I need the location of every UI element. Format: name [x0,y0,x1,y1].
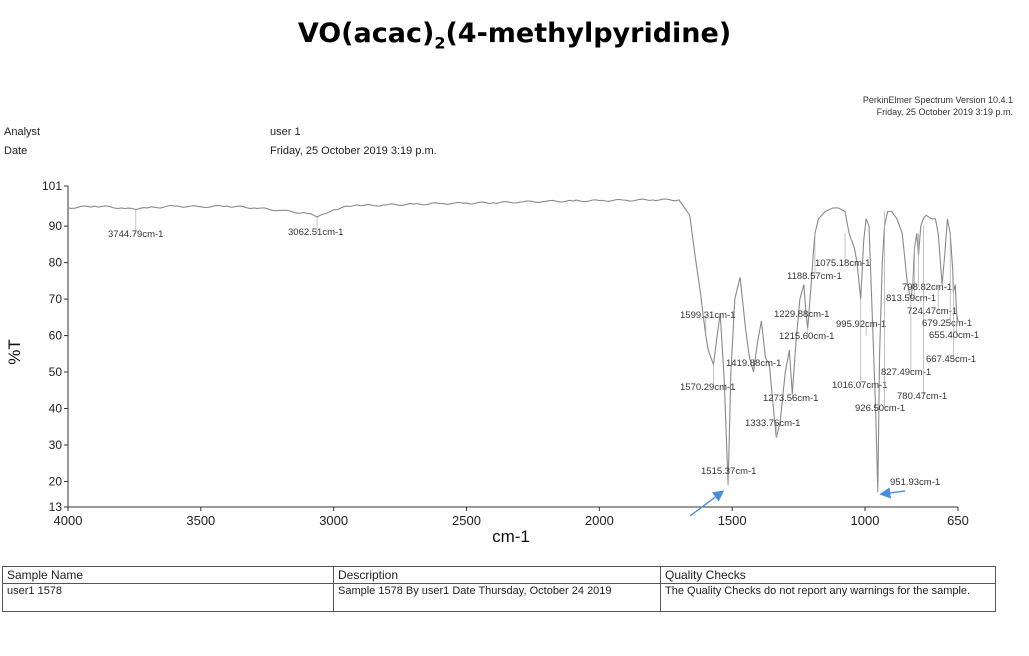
peak-label: 798.82cm-1 [902,282,952,293]
peak-label: 813.59cm-1 [886,293,936,304]
y-tick-label: 80 [49,256,63,270]
x-tick-label: 1000 [851,513,880,528]
sample-table: Sample Name Description Quality Checks u… [2,566,996,612]
y-tick-label: 50 [49,365,63,379]
header-sample-name: Sample Name [2,566,334,584]
y-tick-label: 70 [49,292,63,306]
y-tick-label: 30 [49,438,63,452]
y-tick-label: 101 [42,179,62,193]
peak-label: 1229.88cm-1 [774,309,829,320]
y-tick-label: 90 [49,219,63,233]
peak-label: 3062.51cm-1 [288,227,343,238]
peak-label: 1333.76cm-1 [745,418,800,429]
y-axis-label: %T [5,339,24,365]
header-description: Description [333,566,661,584]
x-tick-label: 3500 [186,513,215,528]
peak-label: 724.47cm-1 [907,306,957,317]
peak-label: 1419.88cm-1 [726,358,781,369]
x-tick-label: 650 [947,513,969,528]
y-tick-label: 60 [49,329,63,343]
arrow-951 [879,487,906,499]
x-tick-label: 2500 [452,513,481,528]
peak-label: 827.49cm-1 [881,367,931,378]
peak-label: 1515.37cm-1 [701,466,756,477]
cell-sample-name: user1 1578 [2,583,334,612]
arrow-1515 [689,490,725,517]
x-tick-label: 3000 [319,513,348,528]
peak-label: 1570.29cm-1 [680,382,735,393]
chart-marks: 3744.79cm-1 3062.51cm-1 1599.31cm-1 1570.29… [67,198,979,517]
peak-label: 780.47cm-1 [897,391,947,402]
peak-label: 1075.18cm-1 [815,258,870,269]
cell-quality-checks: The Quality Checks do not report any war… [660,583,996,612]
peak-label: 655.40cm-1 [929,330,979,341]
peak-label: 679.25cm-1 [922,318,972,329]
date-label: Date [4,145,28,157]
peak-label: 951.93cm-1 [890,477,940,488]
peak-label: 1016.07cm-1 [832,380,887,391]
peak-label: 667.45cm-1 [926,354,976,365]
peak-label: 1599.31cm-1 [680,310,735,321]
chart-axes: 13 20 30 40 50 60 70 80 90 101 4000 3500 3000 2500 200… [42,179,969,528]
software-datetime: Friday, 25 October 2019 3:19 p.m. [876,107,1013,117]
date-value: Friday, 25 October 2019 3:19 p.m. [270,145,437,157]
x-axis-label: cm-1 [492,527,530,546]
peak-label: 1273.56cm-1 [763,393,818,404]
x-tick-label: 4000 [54,513,83,528]
y-tick-label: 40 [49,402,63,416]
peak-label: 3744.79cm-1 [108,229,163,240]
peak-label: 995.92cm-1 [836,319,886,330]
spectrum-line [67,198,959,493]
analyst-label: Analyst [4,126,41,138]
software-version: PerkinElmer Spectrum Version 10.4.1 [862,95,1013,105]
y-tick-label: 13 [49,500,63,514]
peak-label: 926.50cm-1 [855,403,905,414]
x-tick-label: 2000 [585,513,614,528]
ir-spectrum-chart: 13 20 30 40 50 60 70 80 90 101 4000 3500 3000 2500 200… [5,179,979,546]
peak-label: 1188.57cm-1 [787,271,842,282]
x-tick-label: 1500 [718,513,747,528]
cell-description: Sample 1578 By user1 Date Thursday, Octo… [333,583,661,612]
peak-label: 1215.60cm-1 [779,331,834,342]
analyst-value: user 1 [270,126,301,138]
header-quality-checks: Quality Checks [660,566,996,584]
page-title: VO(acac)2(4-methylpyridine) [297,18,732,53]
y-tick-label: 20 [49,474,63,488]
